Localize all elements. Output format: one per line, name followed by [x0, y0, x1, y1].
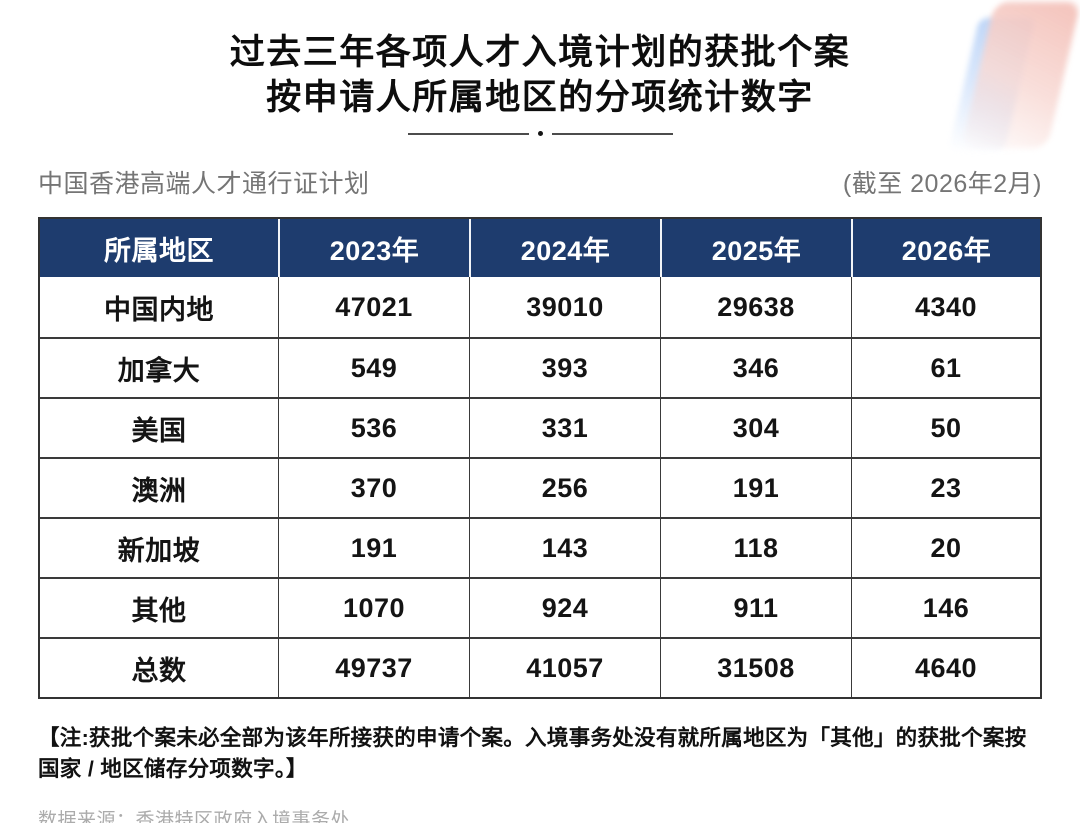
header-cell-2026: 2026年: [851, 219, 1040, 277]
scheme-name: 中国香港高端人才通行证计划: [38, 170, 370, 198]
region-cell: 澳洲: [131, 475, 187, 506]
value-cell: 61: [851, 339, 1040, 397]
value-cell: 304: [660, 399, 851, 457]
value-cell: 31508: [660, 639, 851, 697]
value-cell: 370: [278, 459, 469, 517]
value-cell: 911: [660, 579, 851, 637]
scheme-header: 中国香港高端人才通行证计划 (截至 2026年2月): [38, 164, 1042, 200]
data-table: 所属地区 2023年 2024年 2025年 2026年 中国内地 47021 …: [38, 217, 1042, 699]
data-source: 数据来源：香港特区政府入境事务处: [38, 810, 351, 823]
table-header-row: 所属地区 2023年 2024年 2025年 2026年: [40, 219, 1040, 277]
table-row: 澳洲 370 256 191 23: [40, 457, 1040, 517]
value-cell: 346: [660, 339, 851, 397]
value-cell: 536: [278, 399, 469, 457]
table-row: 中国内地 47021 39010 29638 4340: [40, 277, 1040, 337]
value-cell: 191: [278, 519, 469, 577]
value-cell: 50: [851, 399, 1040, 457]
value-cell: 146: [851, 579, 1040, 637]
region-cell: 加拿大: [117, 355, 201, 386]
table-row: 新加坡 191 143 118 20: [40, 517, 1040, 577]
header-cell-2025: 2025年: [660, 219, 851, 277]
header-cell-2024: 2024年: [469, 219, 660, 277]
page-title-line-1: 过去三年各项人才入境计划的获批个案: [229, 33, 851, 72]
divider-dot: [537, 131, 543, 136]
divider-line-right: [551, 132, 673, 135]
value-cell: 331: [469, 399, 660, 457]
value-cell: 29638: [660, 277, 851, 337]
header-cell-region: 所属地区: [104, 235, 214, 266]
region-cell: 新加坡: [117, 535, 201, 566]
value-cell: 41057: [469, 639, 660, 697]
table-row: 其他 1070 924 911 146: [40, 577, 1040, 637]
footnote: 【注:获批个案未必全部为该年所接获的申请个案。入境事务处没有就所属地区为「其他」…: [38, 726, 1027, 781]
page-title-line-2: 按申请人所属地区的分项统计数字: [266, 78, 814, 117]
table-row: 加拿大 549 393 346 61: [40, 337, 1040, 397]
region-cell: 总数: [131, 655, 187, 686]
as-of-date: (截至 2026年2月): [842, 170, 1042, 198]
title-divider: [0, 131, 1080, 136]
value-cell: 20: [851, 519, 1040, 577]
value-cell: 143: [469, 519, 660, 577]
value-cell: 4340: [851, 277, 1040, 337]
region-cell: 美国: [131, 415, 187, 446]
table-row-total: 总数 49737 41057 31508 4640: [40, 637, 1040, 697]
value-cell: 191: [660, 459, 851, 517]
region-cell: 中国内地: [104, 294, 214, 325]
value-cell: 23: [851, 459, 1040, 517]
region-cell: 其他: [131, 595, 187, 626]
value-cell: 256: [469, 459, 660, 517]
value-cell: 47021: [278, 277, 469, 337]
header-cell-2023: 2023年: [278, 219, 469, 277]
divider-line-left: [407, 132, 529, 135]
value-cell: 549: [278, 339, 469, 397]
value-cell: 118: [660, 519, 851, 577]
value-cell: 1070: [278, 579, 469, 637]
value-cell: 393: [469, 339, 660, 397]
table-row: 美国 536 331 304 50: [40, 397, 1040, 457]
value-cell: 39010: [469, 277, 660, 337]
value-cell: 924: [469, 579, 660, 637]
value-cell: 4640: [851, 639, 1040, 697]
page-title: 过去三年各项人才入境计划的获批个案 按申请人所属地区的分项统计数字: [0, 30, 1080, 120]
value-cell: 49737: [278, 639, 469, 697]
